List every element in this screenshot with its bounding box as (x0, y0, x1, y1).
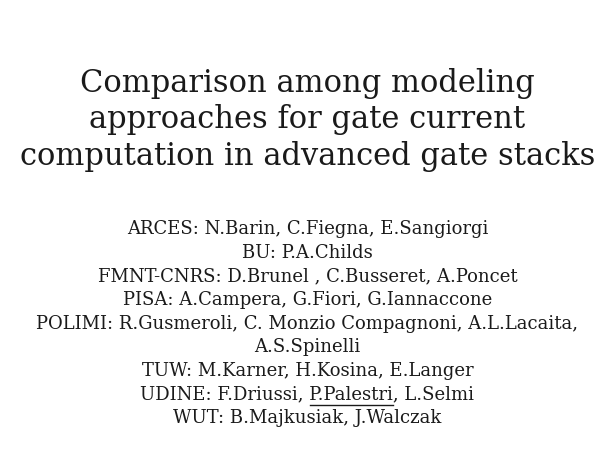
Text: UDINE: F.Driussi, P.Palestri, L.Selmi: UDINE: F.Driussi, P.Palestri, L.Selmi (140, 385, 475, 403)
Text: TUW: M.Karner, H.Kosina, E.Langer: TUW: M.Karner, H.Kosina, E.Langer (142, 362, 473, 380)
Text: FMNT-CNRS: D.Brunel , C.Busseret, A.Poncet: FMNT-CNRS: D.Brunel , C.Busseret, A.Ponc… (98, 267, 517, 285)
Text: ARCES: N.Barin, C.Fiegna, E.Sangiorgi: ARCES: N.Barin, C.Fiegna, E.Sangiorgi (127, 220, 488, 238)
Text: UDINE: F.Driussi,: UDINE: F.Driussi, (75, 385, 244, 403)
Text: approaches for gate current: approaches for gate current (89, 104, 526, 135)
Text: P.Palestri: P.Palestri (75, 385, 158, 403)
Text: computation in advanced gate stacks: computation in advanced gate stacks (20, 140, 595, 171)
Text: BU: P.A.Childs: BU: P.A.Childs (242, 244, 373, 262)
Text: WUT: B.Majkusiak, J.Walczak: WUT: B.Majkusiak, J.Walczak (173, 409, 442, 427)
Text: Comparison among modeling: Comparison among modeling (80, 68, 535, 99)
Text: POLIMI: R.Gusmeroli, C. Monzio Compagnoni, A.L.Lacaita,: POLIMI: R.Gusmeroli, C. Monzio Compagnon… (37, 315, 578, 333)
Text: A.S.Spinelli: A.S.Spinelli (254, 338, 361, 356)
Text: PISA: A.Campera, G.Fiori, G.Iannaccone: PISA: A.Campera, G.Fiori, G.Iannaccone (123, 291, 492, 309)
